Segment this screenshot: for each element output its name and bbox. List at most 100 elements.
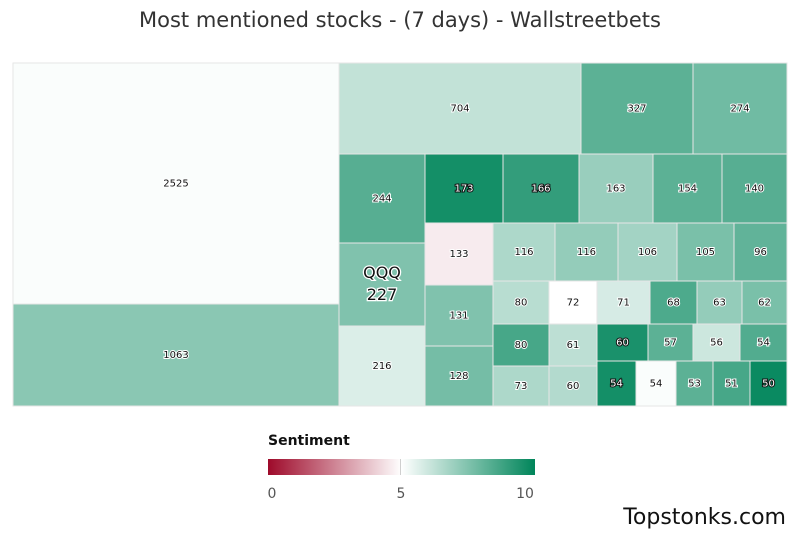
treemap-cell: 216 — [338, 325, 426, 407]
treemap-cell-rect — [424, 284, 494, 347]
treemap-cell-value: 62 — [758, 298, 771, 309]
treemap-cell-value: 244 — [372, 194, 391, 205]
treemap-cell: 128 — [424, 345, 494, 407]
treemap-cell-value: 80 — [515, 298, 528, 309]
treemap-cell: 131 — [424, 284, 494, 347]
treemap-cell-value: 163 — [606, 184, 625, 195]
treemap-cell: 244 — [338, 153, 426, 244]
legend-midpoint-marker — [400, 459, 401, 475]
treemap-cell-value: 68 — [667, 298, 680, 309]
treemap-cell-rect — [696, 280, 743, 325]
treemap-cell: 704 — [338, 62, 582, 155]
treemap-cell-value: 105 — [696, 247, 715, 258]
treemap-cell: 50 — [749, 360, 788, 407]
treemap-cell: 73 — [492, 365, 550, 407]
brand-watermark: Topstonks.com — [623, 505, 786, 530]
treemap-cell-value: 116 — [514, 247, 533, 258]
treemap-cell-rect — [596, 280, 651, 325]
treemap-cell-value: 80 — [515, 340, 528, 351]
treemap-cell-rect — [749, 360, 788, 407]
treemap-cell-rect — [338, 325, 426, 407]
treemap-cell: 54 — [596, 360, 637, 407]
treemap-cell-value: 54 — [610, 379, 623, 390]
treemap-cell-rect — [502, 153, 580, 224]
treemap-cell: 154 — [652, 153, 723, 224]
treemap-cell: 327 — [580, 62, 694, 155]
treemap-cell-value: 131 — [449, 311, 468, 322]
treemap-cell-value: 704 — [450, 104, 469, 115]
treemap-cell: 61 — [548, 323, 598, 367]
treemap-cell-value: 173 — [454, 184, 473, 195]
treemap-cell: 116 — [554, 222, 619, 282]
treemap-cell: 105 — [676, 222, 735, 282]
treemap-cell-rect — [675, 360, 714, 407]
legend-tick-min: 0 — [267, 486, 277, 502]
legend-title: Sentiment — [268, 433, 350, 449]
treemap-cell: QQQ 227 — [338, 242, 426, 327]
treemap-cell-rect — [548, 280, 598, 325]
treemap-cell-value: 133 — [449, 249, 468, 260]
treemap-cell: 173 — [424, 153, 504, 224]
treemap-cell-rect — [492, 222, 556, 282]
treemap-cell-rect — [424, 153, 504, 224]
treemap-cell: 68 — [649, 280, 698, 325]
treemap-cell-rect — [721, 153, 788, 224]
treemap-cell: 57 — [647, 323, 694, 362]
treemap-cell-value: 72 — [567, 298, 580, 309]
chart-title: Most mentioned stocks - (7 days) - Walls… — [139, 8, 661, 32]
treemap-cell-rect — [338, 242, 426, 327]
treemap-cell: 106 — [617, 222, 678, 282]
treemap-cell: 60 — [596, 323, 649, 362]
treemap-cell-rect — [580, 62, 694, 155]
treemap-cell-rect — [596, 323, 649, 362]
treemap-cell-value: 128 — [449, 371, 468, 382]
treemap-cell-rect — [548, 365, 598, 407]
treemap-cell: 1063 — [12, 303, 340, 407]
treemap-cell: 63 — [696, 280, 743, 325]
treemap-cell: 166 — [502, 153, 580, 224]
treemap-cell-value: 274 — [730, 104, 749, 115]
treemap-cell: 163 — [578, 153, 654, 224]
treemap-cell: 71 — [596, 280, 651, 325]
treemap-cell: 80 — [492, 323, 550, 367]
treemap-cell: 62 — [741, 280, 788, 325]
treemap-cell: 133 — [424, 222, 494, 286]
treemap-cell: 54 — [635, 360, 677, 407]
treemap-cell: 80 — [492, 280, 550, 325]
treemap-cell-value: 1063 — [163, 350, 188, 361]
treemap-cell-rect — [741, 280, 788, 325]
treemap-cell-value: 106 — [638, 247, 657, 258]
treemap-cell-value: 50 — [762, 379, 775, 390]
treemap-cell-ticker: QQQ — [363, 263, 401, 282]
treemap-cell-value: 327 — [627, 104, 646, 115]
treemap-cell-rect — [647, 323, 694, 362]
treemap-cell-value: 54 — [757, 338, 770, 349]
treemap-cell-value: 60 — [616, 338, 629, 349]
treemap-chart: 2525 1063 704 327 274 244 QQQ 227 216 173 166 163 15… — [12, 62, 788, 407]
treemap-cell: 60 — [548, 365, 598, 407]
treemap-cell: 54 — [739, 323, 788, 362]
treemap-cell-value: 56 — [710, 338, 723, 349]
treemap-cell: 274 — [692, 62, 788, 155]
treemap-cell-rect — [424, 345, 494, 407]
treemap-cell: 2525 — [12, 62, 340, 305]
treemap-cell-value: 63 — [713, 298, 726, 309]
treemap-cell-rect — [548, 323, 598, 367]
legend-color-scale — [268, 459, 535, 475]
treemap-cell-value: 154 — [678, 184, 697, 195]
treemap-cell-rect — [12, 62, 340, 305]
treemap-cell-value: 51 — [725, 379, 738, 390]
treemap-cell-value: 71 — [617, 298, 630, 309]
treemap-cell-value: 116 — [577, 247, 596, 258]
treemap-cell-rect — [652, 153, 723, 224]
treemap-cell: 53 — [675, 360, 714, 407]
treemap-cell: 56 — [692, 323, 741, 362]
treemap-cell-value: 73 — [515, 381, 528, 392]
treemap-cell-value: 60 — [567, 381, 580, 392]
treemap-cell-value: 53 — [688, 379, 701, 390]
treemap-cell: 96 — [733, 222, 788, 282]
treemap-cell-rect — [492, 280, 550, 325]
treemap-cell-rect — [424, 222, 494, 286]
treemap-cell-value: 166 — [531, 184, 550, 195]
treemap-cell-value: 57 — [664, 338, 677, 349]
